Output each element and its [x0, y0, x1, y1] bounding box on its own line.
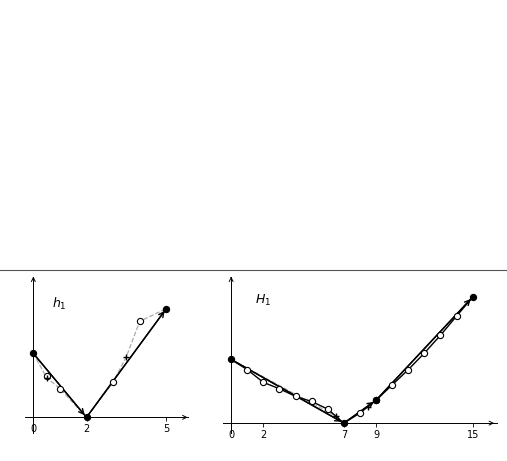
Point	[292, 393, 300, 400]
Point	[43, 374, 51, 381]
Point	[468, 293, 477, 301]
Point	[275, 385, 283, 392]
Point	[243, 366, 251, 373]
Point	[259, 378, 267, 386]
Point	[404, 366, 412, 373]
Point	[340, 420, 348, 427]
Point	[453, 313, 461, 320]
Point	[162, 305, 170, 312]
Point	[372, 396, 380, 404]
Point	[56, 385, 64, 392]
Point	[323, 405, 332, 413]
Point	[29, 350, 38, 357]
Point	[364, 403, 372, 410]
Point	[109, 378, 117, 386]
Point	[136, 318, 144, 325]
Point	[332, 413, 340, 420]
Point	[122, 353, 130, 360]
Point	[356, 409, 364, 417]
Point	[83, 414, 91, 421]
Text: $h_1$: $h_1$	[52, 296, 66, 312]
Text: $H_1$: $H_1$	[256, 293, 271, 308]
Point	[372, 396, 380, 404]
Point	[437, 331, 445, 339]
Point	[308, 398, 316, 405]
Point	[420, 349, 428, 357]
Point	[43, 372, 51, 379]
Point	[227, 356, 235, 363]
Point	[388, 381, 396, 389]
